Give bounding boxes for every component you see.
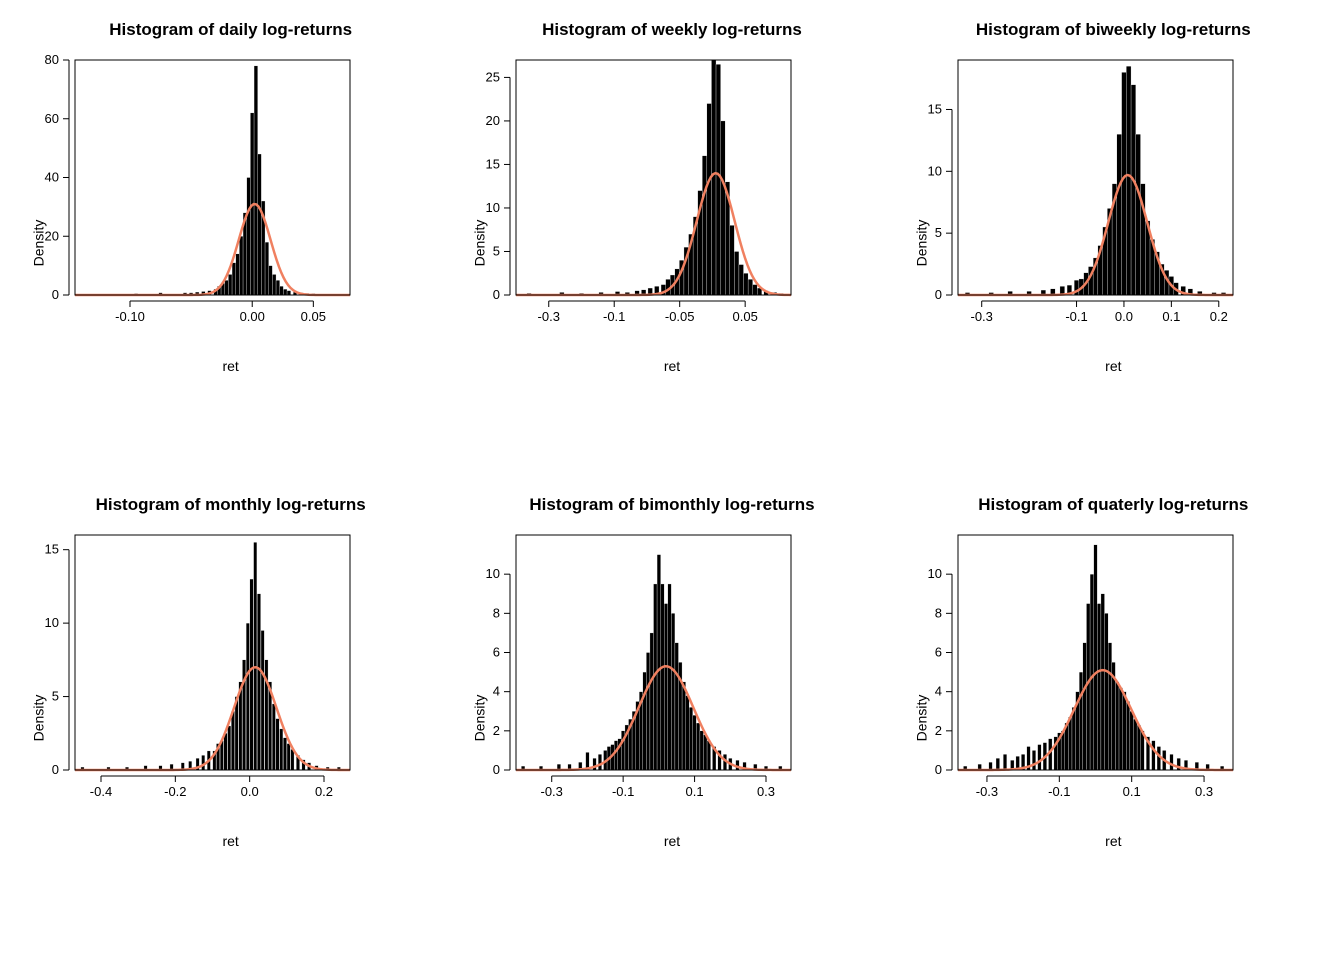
svg-text:0.1: 0.1 — [686, 784, 704, 799]
chart-panel-5: Histogram of quaterly log-returns Density… — [903, 495, 1324, 940]
svg-text:2: 2 — [493, 723, 500, 738]
svg-text:15: 15 — [927, 101, 941, 116]
y-axis-label: Density — [913, 219, 929, 266]
svg-text:-0.3: -0.3 — [970, 309, 992, 324]
density-curve — [75, 204, 350, 295]
svg-text:-0.3: -0.3 — [538, 309, 560, 324]
chart-svg: -0.3 -0.1 0.0 0.1 0.2 0 5 10 15 — [903, 50, 1243, 330]
chart-panel-0: Histogram of daily log-returnsDensity-0.… — [20, 20, 441, 465]
svg-text:4: 4 — [934, 684, 941, 699]
svg-text:0.0: 0.0 — [241, 784, 259, 799]
svg-text:-0.1: -0.1 — [612, 784, 634, 799]
chart-title: Histogram of biweekly log-returns — [903, 20, 1324, 40]
svg-text:0.0: 0.0 — [1115, 309, 1133, 324]
svg-text:0.3: 0.3 — [757, 784, 775, 799]
svg-text:0: 0 — [52, 287, 59, 302]
svg-text:-0.1: -0.1 — [1065, 309, 1087, 324]
svg-text:0.00: 0.00 — [240, 309, 265, 324]
chart-panel-2: Histogram of biweekly log-returns Density… — [903, 20, 1324, 465]
density-curve — [75, 667, 350, 770]
chart-svg: -0.3 -0.1 -0.05 0.05 0 5 10 15 20 25 — [461, 50, 801, 330]
density-curve — [516, 173, 791, 295]
svg-text:25: 25 — [486, 69, 500, 84]
y-axis-label: Density — [472, 219, 488, 266]
chart-title: Histogram of daily log-returns — [20, 20, 441, 40]
svg-text:-0.05: -0.05 — [665, 309, 695, 324]
svg-text:5: 5 — [934, 225, 941, 240]
svg-text:-0.1: -0.1 — [603, 309, 625, 324]
svg-text:-0.1: -0.1 — [1048, 784, 1070, 799]
svg-text:0: 0 — [493, 762, 500, 777]
svg-text:0.3: 0.3 — [1195, 784, 1213, 799]
svg-text:0.1: 0.1 — [1162, 309, 1180, 324]
svg-text:10: 10 — [45, 615, 59, 630]
svg-text:20: 20 — [45, 228, 59, 243]
svg-text:80: 80 — [45, 52, 59, 67]
svg-text:0.05: 0.05 — [301, 309, 326, 324]
chart-panel-3: Histogram of monthly log-returnsDensity-… — [20, 495, 441, 940]
svg-text:0.05: 0.05 — [733, 309, 758, 324]
svg-text:-0.3: -0.3 — [975, 784, 997, 799]
chart-svg: -0.10 0.00 0.05 0 20 40 60 80 — [20, 50, 360, 330]
svg-text:10: 10 — [486, 200, 500, 215]
svg-text:15: 15 — [45, 542, 59, 557]
chart-title: Histogram of bimonthly log-returns — [461, 495, 882, 515]
svg-text:8: 8 — [934, 605, 941, 620]
svg-text:6: 6 — [493, 645, 500, 660]
svg-text:-0.10: -0.10 — [115, 309, 145, 324]
chart-panel-4: Histogram of bimonthly log-returns Densit… — [461, 495, 882, 940]
svg-text:8: 8 — [493, 605, 500, 620]
svg-text:4: 4 — [493, 684, 500, 699]
x-axis-label: ret — [903, 358, 1324, 374]
svg-text:0: 0 — [934, 287, 941, 302]
chart-svg: -0.3 -0.1 0.1 0.3 0 2 4 6 8 10 — [461, 525, 801, 805]
y-axis-label: Density — [30, 219, 46, 266]
svg-text:10: 10 — [486, 566, 500, 581]
svg-text:6: 6 — [934, 645, 941, 660]
svg-text:0.2: 0.2 — [315, 784, 333, 799]
svg-text:0: 0 — [934, 762, 941, 777]
svg-text:10: 10 — [927, 566, 941, 581]
x-axis-label: ret — [461, 833, 882, 849]
svg-text:60: 60 — [45, 111, 59, 126]
svg-text:-0.4: -0.4 — [90, 784, 112, 799]
svg-text:0.1: 0.1 — [1122, 784, 1140, 799]
chart-panel-1: Histogram of weekly log-returnsDensity-0… — [461, 20, 882, 465]
svg-text:0: 0 — [493, 287, 500, 302]
svg-text:-0.2: -0.2 — [164, 784, 186, 799]
svg-text:10: 10 — [927, 163, 941, 178]
svg-text:5: 5 — [493, 243, 500, 258]
y-axis-label: Density — [30, 694, 46, 741]
chart-svg: -0.4 -0.2 0.0 0.2 0 5 10 15 — [20, 525, 360, 805]
chart-title: Histogram of quaterly log-returns — [903, 495, 1324, 515]
chart-svg: -0.3 -0.1 0.1 0.3 0 2 4 6 8 10 — [903, 525, 1243, 805]
svg-text:40: 40 — [45, 170, 59, 185]
x-axis-label: ret — [20, 833, 441, 849]
svg-text:20: 20 — [486, 113, 500, 128]
x-axis-label: ret — [20, 358, 441, 374]
x-axis-label: ret — [903, 833, 1324, 849]
svg-text:0.2: 0.2 — [1209, 309, 1227, 324]
y-axis-label: Density — [913, 694, 929, 741]
svg-text:15: 15 — [486, 156, 500, 171]
svg-text:0: 0 — [52, 762, 59, 777]
svg-text:5: 5 — [52, 689, 59, 704]
y-axis-label: Density — [472, 694, 488, 741]
chart-title: Histogram of weekly log-returns — [461, 20, 882, 40]
svg-text:-0.3: -0.3 — [541, 784, 563, 799]
chart-title: Histogram of monthly log-returns — [20, 495, 441, 515]
x-axis-label: ret — [461, 358, 882, 374]
svg-text:2: 2 — [934, 723, 941, 738]
